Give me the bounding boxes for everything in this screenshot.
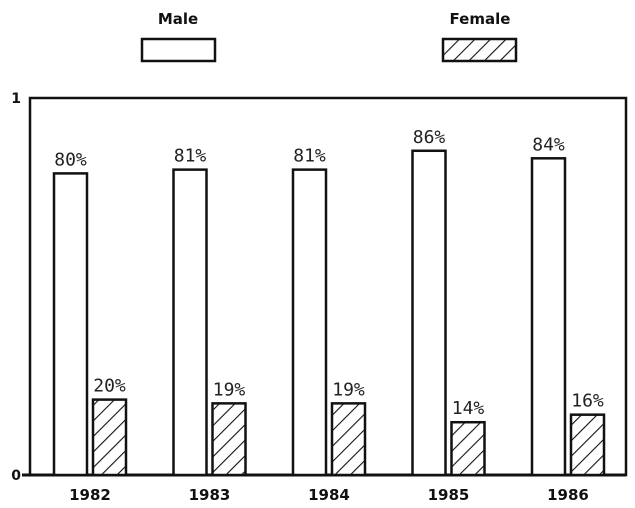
bar-male-1986 xyxy=(530,157,567,477)
bar-female-1984 xyxy=(330,402,367,477)
x-tick-1982: 1982 xyxy=(69,486,111,504)
bar-male-1985 xyxy=(411,149,447,477)
x-tick-1985: 1985 xyxy=(428,486,470,504)
data-label-male-1982: 80% xyxy=(54,149,87,170)
bar-male-1983 xyxy=(172,168,208,477)
bar-male-1984 xyxy=(291,168,328,477)
y-tick-top: 1 xyxy=(11,91,21,107)
x-tick-1984: 1984 xyxy=(308,486,350,504)
legend: Male Female xyxy=(140,10,518,63)
data-label-male-1986: 84% xyxy=(532,134,565,155)
data-label-female-1986: 16% xyxy=(571,391,604,412)
data-label-female-1984: 19% xyxy=(332,379,365,400)
legend-swatch-female xyxy=(441,37,518,63)
legend-label-female: Female xyxy=(450,10,511,28)
data-label-female-1982: 20% xyxy=(93,376,126,397)
data-label-female-1983: 19% xyxy=(213,379,246,400)
bar-female-1985 xyxy=(450,420,486,477)
x-tick-1983: 1983 xyxy=(189,486,231,504)
data-label-female-1985: 14% xyxy=(452,398,485,419)
bar-female-1983 xyxy=(211,402,247,477)
x-tick-1986: 1986 xyxy=(547,486,589,504)
bars-group: 80% 20% 1982 81% 19% 1983 81% 19% 1984 86% 14% 1985… xyxy=(52,127,606,504)
legend-swatch-male xyxy=(140,37,217,63)
y-tick-zero: 0 xyxy=(11,468,21,484)
legend-label-male: Male xyxy=(158,10,198,28)
bar-female-1986 xyxy=(569,413,606,477)
data-label-male-1984: 81% xyxy=(293,146,326,167)
bar-male-1982 xyxy=(52,172,89,477)
data-label-male-1983: 81% xyxy=(174,146,207,167)
bar-female-1982 xyxy=(91,398,128,477)
data-label-male-1985: 86% xyxy=(413,127,446,148)
